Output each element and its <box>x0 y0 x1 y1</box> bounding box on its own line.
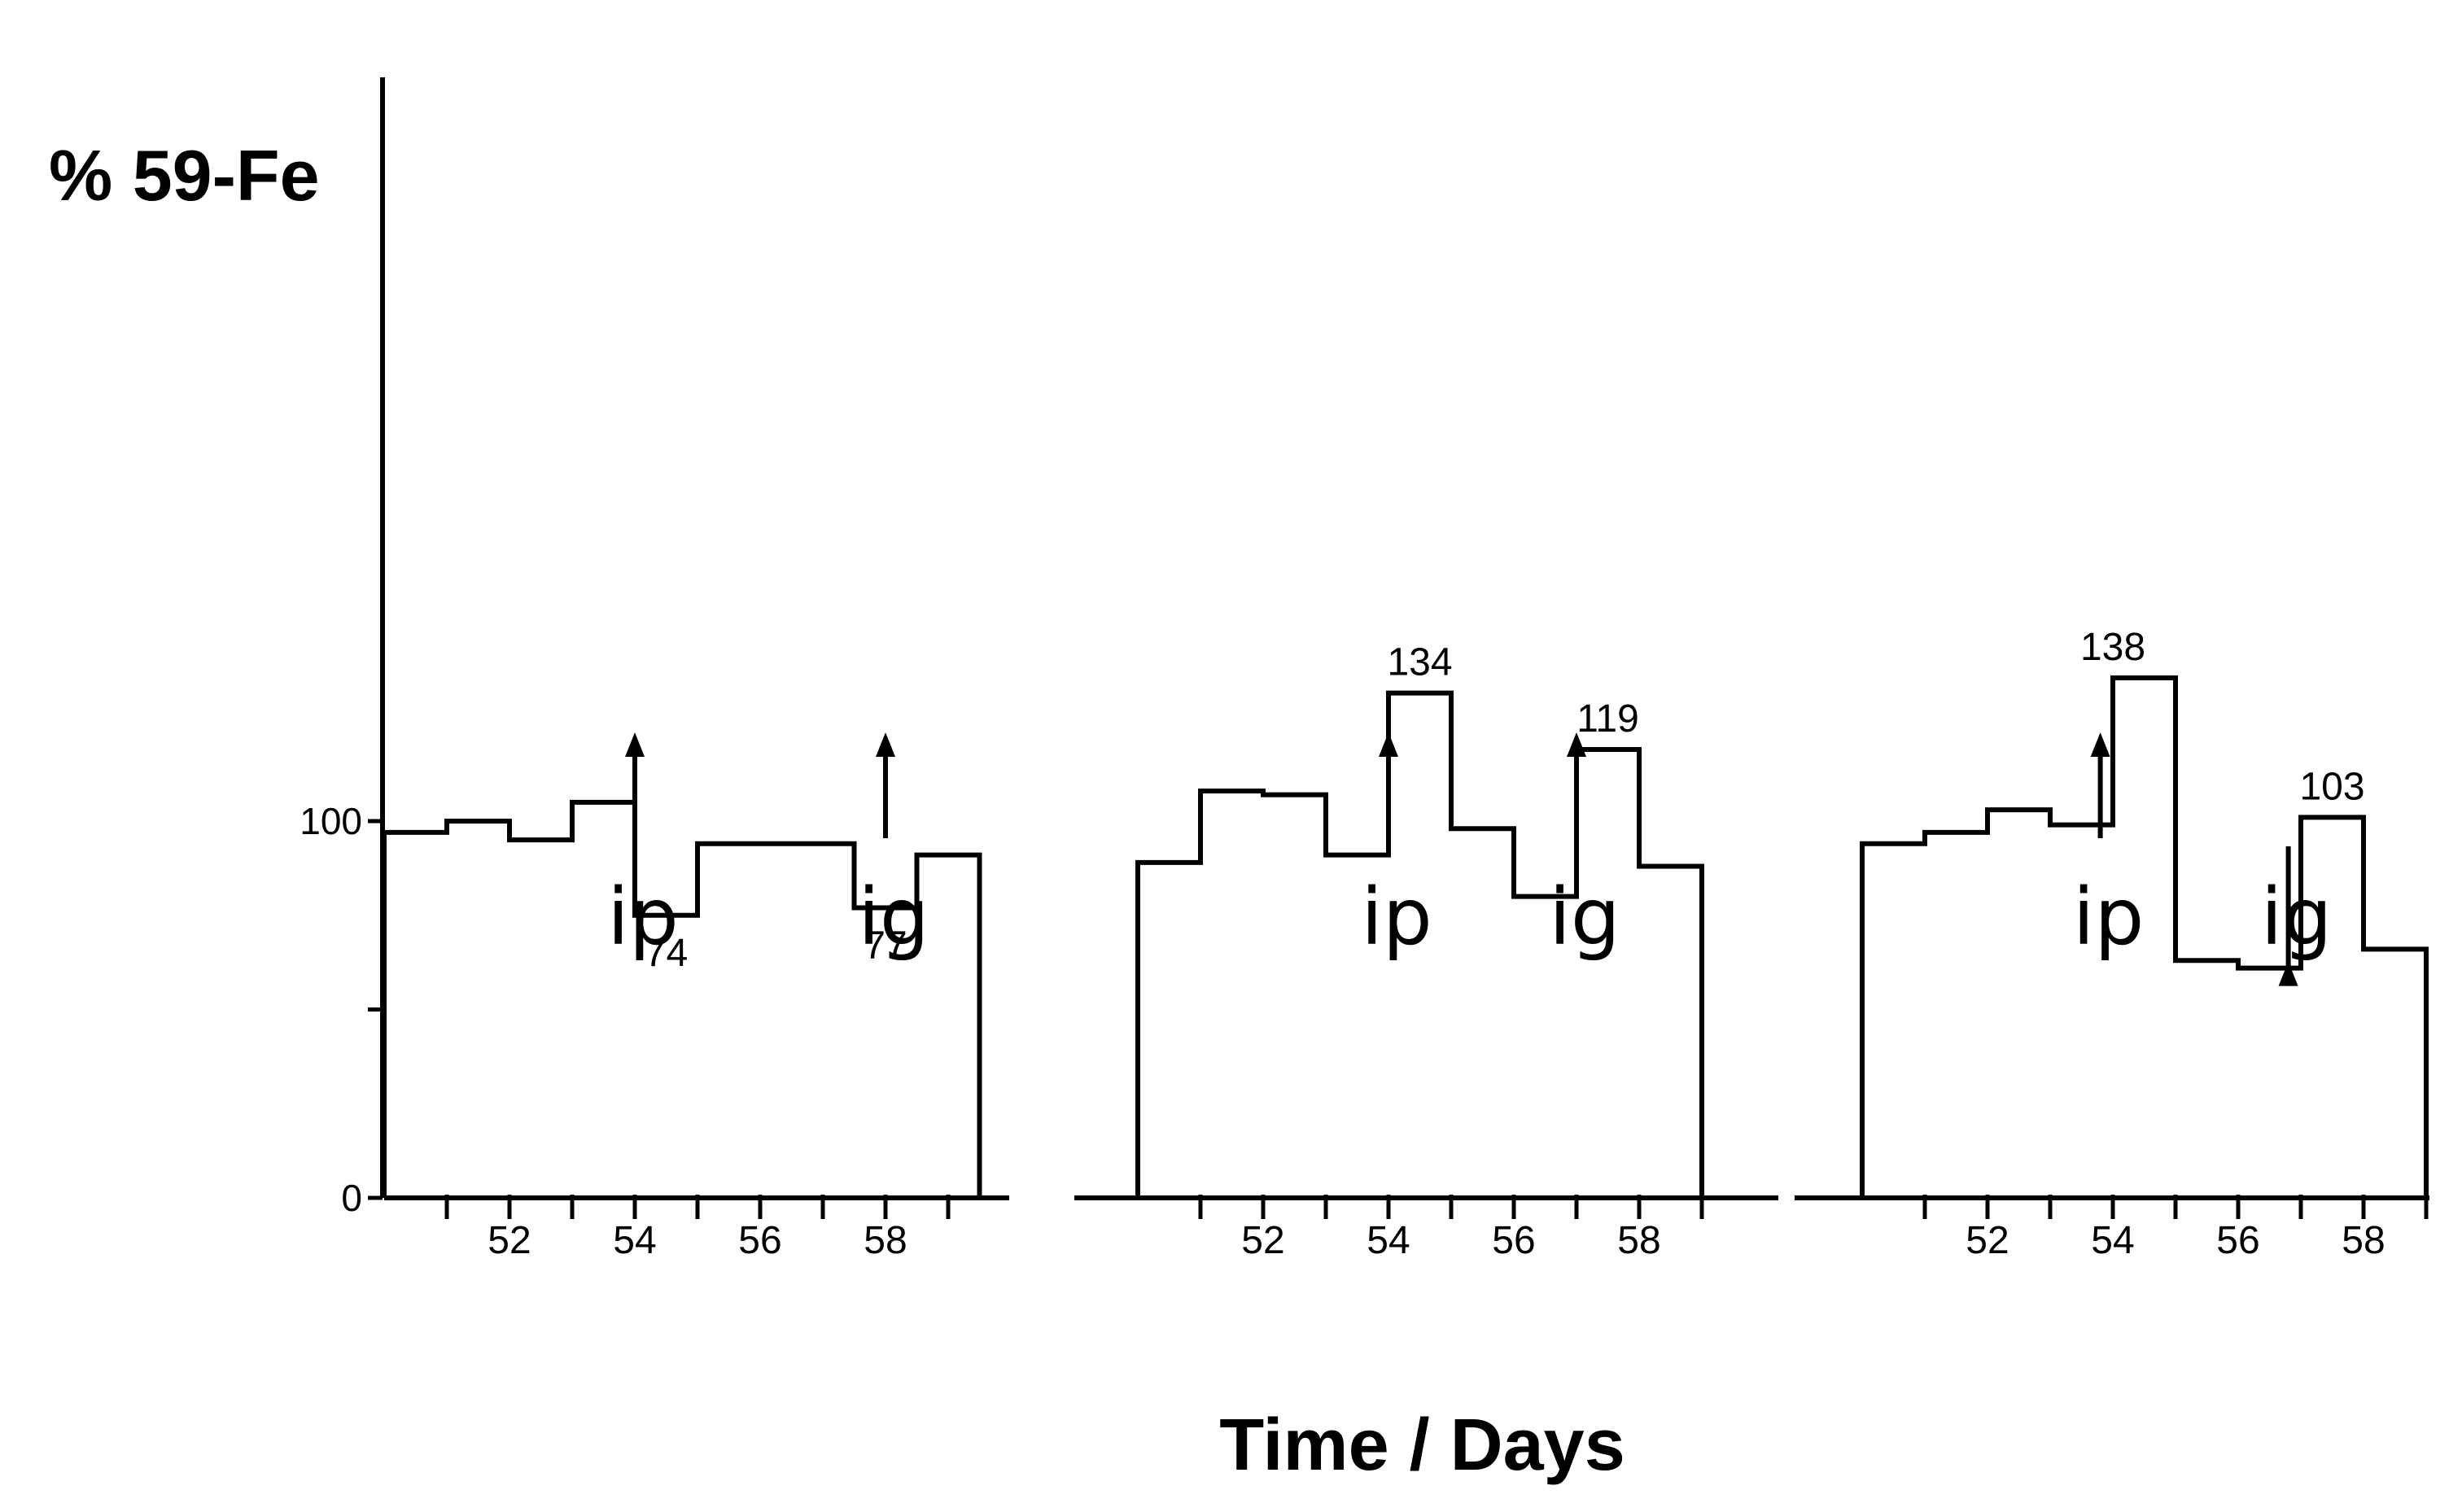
marker-label: ig <box>858 872 929 963</box>
y-tick-label: 100 <box>300 800 362 842</box>
marker-arrowhead <box>1379 732 1398 757</box>
y-axis-ticks: 0 100 <box>300 800 383 1219</box>
data-label: 138 <box>2080 626 2145 669</box>
data-label: 74 <box>645 932 688 975</box>
panels: 52 54 56 58 74 77 ip ig 52 54 56 58 134 119 ip ig 52 54 56… <box>382 626 2429 1262</box>
data-label: 119 <box>1576 697 1639 741</box>
y-tick-label: 0 <box>341 1177 362 1219</box>
step-series <box>382 799 982 1198</box>
step-series <box>1135 690 1704 1198</box>
x-tick-label: 56 <box>738 1219 781 1262</box>
data-label: 103 <box>2299 765 2364 808</box>
step-series <box>1860 675 2429 1198</box>
x-tick-label: 54 <box>1367 1219 1410 1262</box>
x-tick-label: 54 <box>2091 1219 2134 1262</box>
marker-arrowhead <box>1567 732 1586 757</box>
x-axis-title-wrap: Time / Days <box>0 1404 2462 1488</box>
x-tick-label: 52 <box>1966 1219 2009 1262</box>
marker-arrowhead <box>2090 732 2110 757</box>
y-axis-title: % 59-Fe <box>49 135 320 216</box>
x-tick-label: 52 <box>488 1219 531 1262</box>
panel-1: 52 54 56 58 74 77 ip ig <box>382 732 1009 1262</box>
marker-label: ip <box>1361 872 1432 963</box>
marker-arrowhead <box>625 732 645 757</box>
x-tick-label: 56 <box>2216 1219 2259 1262</box>
x-tick-label: 52 <box>1241 1219 1284 1262</box>
marker-arrowhead <box>2278 961 2298 986</box>
data-label: 77 <box>864 924 907 967</box>
x-tick-label: 58 <box>864 1219 907 1262</box>
x-tick-label: 54 <box>613 1219 656 1262</box>
panel-3: 52 54 56 58 138 103 ip ig <box>1795 626 2429 1262</box>
marker-label: ip <box>607 872 679 963</box>
marker-label: ig <box>2261 872 2333 963</box>
x-axis-title: Time / Days <box>1219 1405 1625 1486</box>
panel-2: 52 54 56 58 134 119 ip ig <box>1074 641 1778 1262</box>
x-tick-label: 58 <box>2342 1219 2385 1262</box>
marker-label: ig <box>1549 872 1620 963</box>
data-label: 134 <box>1387 641 1452 684</box>
x-tick-label: 56 <box>1492 1219 1535 1262</box>
x-tick-label: 58 <box>1617 1219 1660 1262</box>
marker-label: ip <box>2073 872 2145 963</box>
marker-arrowhead <box>876 732 895 757</box>
